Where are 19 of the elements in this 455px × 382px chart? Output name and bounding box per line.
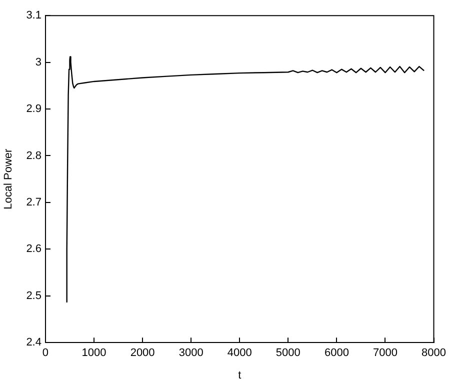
x-tick-label: 1000 [82, 347, 106, 360]
y-tick-label: 2.6 [26, 243, 42, 256]
x-tick-label: 4000 [227, 347, 252, 360]
y-tick-label: 2.5 [26, 290, 42, 302]
x-tick-label: 3000 [178, 347, 204, 360]
x-tick-label: 2000 [130, 347, 155, 360]
y-tick-label: 2.9 [26, 103, 42, 116]
x-tick-label: 5000 [276, 347, 300, 360]
x-tick-label: 8000 [422, 347, 446, 360]
y-tick-label: 2.8 [26, 150, 42, 162]
y-tick-label: 3.1 [26, 10, 42, 22]
x-axis-title: t [238, 369, 242, 382]
y-tick-label: 2.7 [26, 196, 42, 208]
x-tick-label: 6000 [324, 347, 349, 360]
y-tick-label: 3 [35, 56, 42, 68]
x-tick-label: 0 [42, 347, 49, 360]
x-tick-label: 7000 [372, 347, 398, 360]
y-axis-title: Local Power [2, 148, 15, 210]
y-tick-label: 2.4 [26, 336, 42, 349]
